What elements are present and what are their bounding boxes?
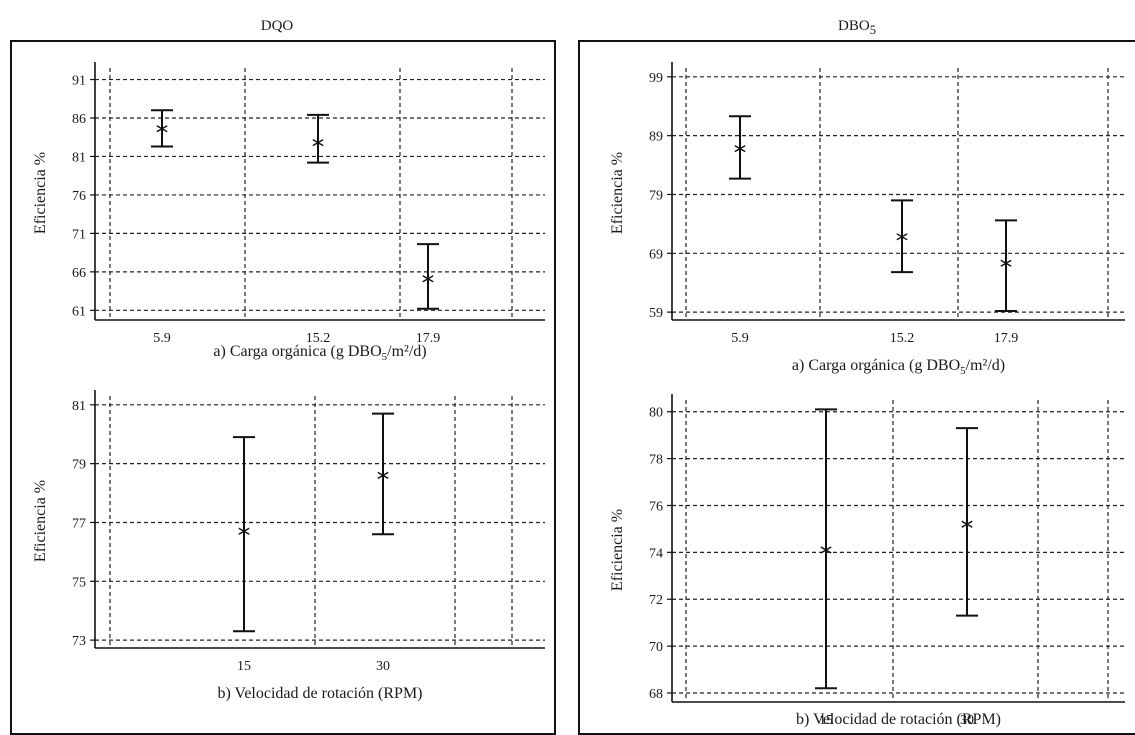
y-tick-label: 81 bbox=[72, 150, 86, 165]
y-tick-label: 91 bbox=[72, 74, 86, 89]
chart-dqo-carga: 61 66 71 76 81 86 91 5.9 15.2 17.9 Eficiencia % a) … bbox=[32, 62, 545, 363]
y-tick-label: 72 bbox=[649, 593, 663, 608]
y-tick-label: 76 bbox=[649, 499, 663, 514]
y-tick-label: 70 bbox=[649, 640, 663, 655]
y-tick-label: 66 bbox=[72, 266, 86, 281]
y-tick-label: 75 bbox=[72, 575, 86, 590]
mean-marker bbox=[734, 142, 746, 155]
x-tick-label: 30 bbox=[376, 659, 390, 674]
y-tick-label: 80 bbox=[649, 406, 663, 421]
y-axis-label: Eficiencia % bbox=[609, 152, 626, 234]
y-tick-label: 78 bbox=[649, 453, 663, 468]
chart-dbo-velocidad: 68 70 72 74 76 78 80 15 30 Eficiencia % b) Velocid… bbox=[609, 394, 1125, 728]
y-tick-label: 68 bbox=[649, 687, 663, 702]
mean-marker bbox=[422, 272, 434, 285]
y-tick-label: 77 bbox=[72, 516, 86, 531]
column-title-dqo: DQO bbox=[260, 18, 294, 34]
mean-marker bbox=[156, 122, 168, 135]
y-axis-label: Eficiencia % bbox=[32, 480, 49, 562]
chart-dbo-carga: 59 69 79 89 99 5.9 15.2 17.9 Eficiencia % a) Carg… bbox=[609, 62, 1125, 377]
y-tick-label: 79 bbox=[72, 458, 86, 473]
x-tick-label: 5.9 bbox=[153, 331, 171, 346]
y-tick-label: 59 bbox=[649, 306, 663, 321]
mean-marker bbox=[1000, 257, 1012, 270]
mean-marker bbox=[377, 469, 389, 482]
x-tick-label: 5.9 bbox=[731, 331, 749, 346]
x-tick-label: 15.2 bbox=[306, 331, 331, 346]
x-tick-label: 30 bbox=[960, 713, 974, 728]
column-title-dbo5: DBO5 bbox=[838, 18, 876, 37]
mean-marker bbox=[238, 525, 250, 538]
y-tick-label: 69 bbox=[649, 247, 663, 262]
x-axis-label: b) Velocidad de rotación (RPM) bbox=[218, 685, 423, 702]
mean-marker bbox=[820, 544, 832, 556]
y-tick-label: 99 bbox=[649, 71, 663, 86]
x-tick-label: 17.9 bbox=[416, 331, 441, 346]
y-tick-label: 86 bbox=[72, 112, 86, 127]
y-tick-label: 71 bbox=[72, 227, 86, 242]
x-axis-label: a) Carga orgánica (g DBO5/m²/d) bbox=[792, 357, 1005, 377]
mean-marker bbox=[896, 230, 908, 243]
x-tick-label: 17.9 bbox=[994, 331, 1019, 346]
y-tick-label: 81 bbox=[72, 399, 86, 414]
y-tick-label: 89 bbox=[649, 130, 663, 145]
x-tick-label: 15 bbox=[819, 713, 833, 728]
y-axis-label: Eficiencia % bbox=[609, 509, 626, 591]
x-tick-label: 15.2 bbox=[890, 331, 915, 346]
x-axis-label: a) Carga orgánica (g DBO5/m²/d) bbox=[213, 343, 426, 363]
x-axis-label: b) Velocidad de rotación (RPM) bbox=[796, 711, 1001, 728]
mean-marker bbox=[961, 518, 973, 531]
mean-marker bbox=[312, 136, 324, 149]
y-tick-label: 73 bbox=[72, 634, 86, 649]
x-tick-label: 15 bbox=[237, 659, 251, 674]
y-tick-label: 79 bbox=[649, 188, 663, 203]
y-axis-label: Eficiencia % bbox=[32, 152, 49, 234]
y-tick-label: 74 bbox=[649, 546, 663, 561]
y-tick-label: 61 bbox=[72, 304, 86, 319]
y-tick-label: 76 bbox=[72, 189, 86, 204]
chart-dqo-velocidad: 73 75 77 79 81 15 30 Eficiencia % b) Velocidad d… bbox=[32, 390, 545, 702]
